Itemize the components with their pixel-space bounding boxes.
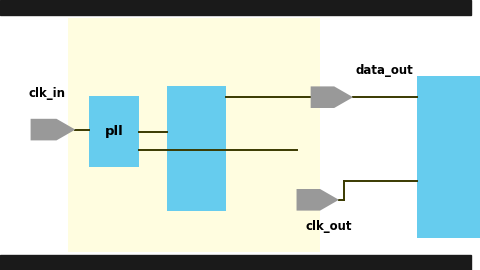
Bar [89,96,139,167]
Text: pll: pll [105,125,123,138]
Text: clk_out: clk_out [306,220,352,233]
Polygon shape [403,157,417,182]
Bar [0,0,471,15]
Bar [417,76,480,238]
Bar [0,255,471,270]
Polygon shape [311,86,353,108]
Text: data_out: data_out [355,64,413,77]
Bar [68,18,320,252]
Bar [167,86,226,211]
Polygon shape [31,119,75,140]
Text: clk_in: clk_in [28,87,65,100]
Polygon shape [297,189,339,211]
